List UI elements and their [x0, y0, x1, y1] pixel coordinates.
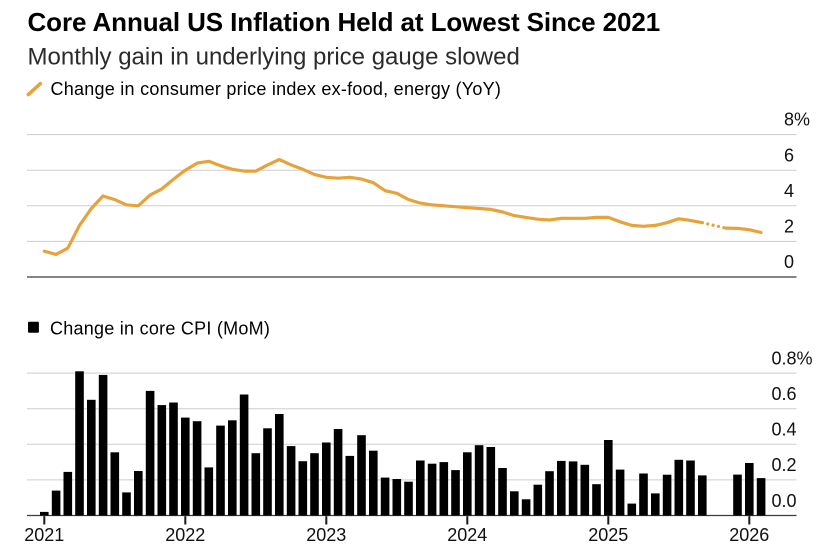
svg-text:0: 0	[784, 252, 794, 272]
svg-text:0.6: 0.6	[772, 384, 797, 404]
svg-text:2024: 2024	[447, 525, 487, 545]
svg-text:4: 4	[784, 181, 794, 201]
svg-text:Core Annual US Inflation Held: Core Annual US Inflation Held at Lowest …	[28, 7, 661, 37]
svg-text:2026: 2026	[729, 525, 769, 545]
svg-text:Change in consumer price index: Change in consumer price index ex-food, …	[51, 79, 502, 99]
svg-text:Monthly gain in underlying pri: Monthly gain in underlying price gauge s…	[28, 44, 520, 71]
svg-text:8%: 8%	[784, 110, 810, 130]
svg-text:Change in core CPI (MoM): Change in core CPI (MoM)	[50, 319, 270, 339]
svg-text:2025: 2025	[588, 525, 628, 545]
svg-text:2: 2	[784, 217, 794, 237]
svg-text:0.4: 0.4	[772, 420, 797, 440]
svg-text:0.8%: 0.8%	[772, 348, 813, 368]
svg-text:2022: 2022	[165, 525, 205, 545]
svg-text:0.0: 0.0	[772, 491, 797, 511]
svg-text:2021: 2021	[24, 525, 64, 545]
svg-text:0.2: 0.2	[772, 455, 797, 475]
svg-text:6: 6	[784, 145, 794, 165]
svg-text:2023: 2023	[306, 525, 346, 545]
